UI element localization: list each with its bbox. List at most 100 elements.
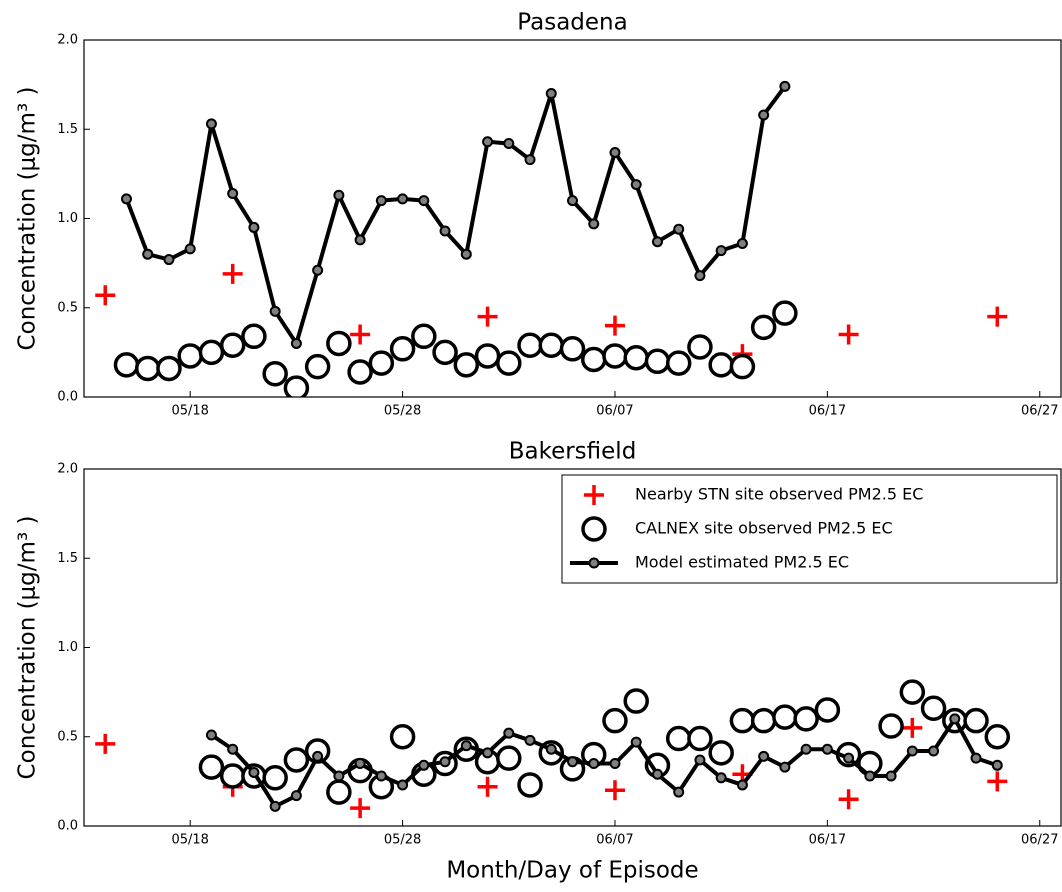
plus-marker [902, 717, 923, 738]
y-tick-label: 2.0 [57, 33, 78, 48]
plus-marker [477, 306, 498, 327]
line-marker [460, 248, 472, 260]
line-marker [949, 713, 961, 725]
circle-marker [389, 336, 416, 362]
circle-marker [198, 339, 225, 366]
y-tick-label: 0.5 [57, 300, 78, 315]
circle-marker [134, 355, 161, 382]
line-marker [312, 264, 324, 276]
circle-marker [687, 725, 713, 752]
circle-marker [389, 724, 416, 750]
line-marker [227, 188, 239, 200]
line-marker [630, 736, 642, 748]
legend-label: Model estimated PM2.5 EC [635, 553, 849, 572]
line-marker [715, 245, 727, 257]
line-marker [906, 745, 918, 757]
line-marker [758, 109, 770, 121]
circle-marker [411, 323, 437, 350]
y-tick-label: 2.0 [57, 462, 78, 477]
circle-marker [793, 706, 819, 732]
line-marker [503, 727, 515, 739]
circle-marker [602, 343, 628, 369]
legend-marker [581, 516, 607, 542]
plus-marker [95, 285, 116, 306]
legend-item: Model estimated PM2.5 EC [570, 553, 849, 572]
line-marker [375, 195, 387, 207]
axes-frame [83, 468, 1062, 827]
circle-marker [326, 330, 352, 357]
line-marker [290, 790, 302, 802]
plus-marker [95, 733, 116, 754]
line-marker [567, 756, 578, 768]
circle-marker [262, 361, 288, 387]
plus-marker [222, 263, 243, 284]
x-tick-label: 06/17 [809, 404, 846, 419]
circle-marker [963, 707, 989, 734]
circle-marker [772, 704, 798, 730]
circle-marker [899, 679, 926, 705]
circle-marker [878, 713, 904, 739]
x-tick-label: 06/27 [1021, 833, 1058, 848]
plus-marker [350, 798, 371, 819]
circle-marker [262, 765, 288, 791]
line-marker [524, 734, 536, 746]
plot-area [95, 679, 1011, 819]
legend-label: Nearby STN site observed PM2.5 EC [635, 485, 923, 504]
line-marker [588, 218, 600, 230]
line-marker [482, 747, 494, 759]
line-marker [142, 248, 154, 260]
line-marker [736, 237, 748, 249]
chart-title: Bakersfield [509, 439, 637, 465]
circle-marker [241, 323, 267, 350]
circle-marker [984, 724, 1011, 750]
circle-marker [453, 352, 480, 378]
circle-marker [623, 344, 649, 371]
line-marker [970, 752, 982, 764]
y-tick-label: 0.5 [57, 729, 78, 744]
x-axis-label: Month/Day of Episode [446, 858, 698, 884]
line-marker [120, 193, 132, 205]
line-marker [163, 254, 175, 266]
y-tick-label: 1.0 [57, 211, 78, 226]
line-marker [567, 195, 578, 207]
line-marker [864, 770, 876, 782]
plus-marker [350, 324, 371, 345]
line-marker [312, 750, 324, 762]
circle-marker [644, 348, 671, 375]
y-tick-label: 0.0 [57, 819, 78, 834]
circle-marker [687, 334, 713, 360]
plus-marker [987, 771, 1008, 792]
circle-marker [538, 332, 565, 358]
x-tick-label: 06/07 [596, 404, 633, 419]
line-marker [545, 88, 557, 100]
circle-marker [772, 300, 798, 326]
line-marker [800, 743, 812, 755]
chart-title: Pasadena [517, 10, 627, 36]
plus-marker [604, 315, 625, 336]
circle-marker [198, 754, 225, 780]
circle-marker [729, 707, 756, 734]
circle-marker [602, 707, 628, 734]
plot-area [95, 80, 1008, 397]
x-tick-label: 05/18 [171, 833, 208, 848]
x-tick-label: 06/17 [809, 833, 846, 848]
circle-marker [665, 725, 692, 752]
x-tick-label: 06/27 [1021, 404, 1058, 419]
circle-marker [113, 352, 140, 378]
circle-marker [219, 332, 246, 358]
line-marker [673, 786, 685, 798]
y-tick-label: 1.0 [57, 640, 78, 655]
line-marker [205, 729, 217, 741]
line-marker [651, 768, 663, 780]
line-marker [482, 136, 494, 148]
line-marker [928, 745, 940, 757]
line-marker [715, 772, 727, 784]
line-marker [184, 243, 196, 255]
legend-label: CALNEX site observed PM2.5 EC [635, 519, 893, 538]
line-marker [248, 221, 260, 233]
circle-marker [326, 779, 352, 805]
circle-marker [750, 707, 777, 734]
line-marker [375, 770, 387, 782]
circle-marker [517, 772, 543, 798]
